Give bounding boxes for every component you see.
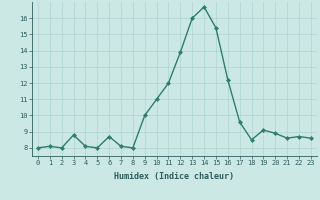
X-axis label: Humidex (Indice chaleur): Humidex (Indice chaleur) bbox=[115, 172, 234, 181]
